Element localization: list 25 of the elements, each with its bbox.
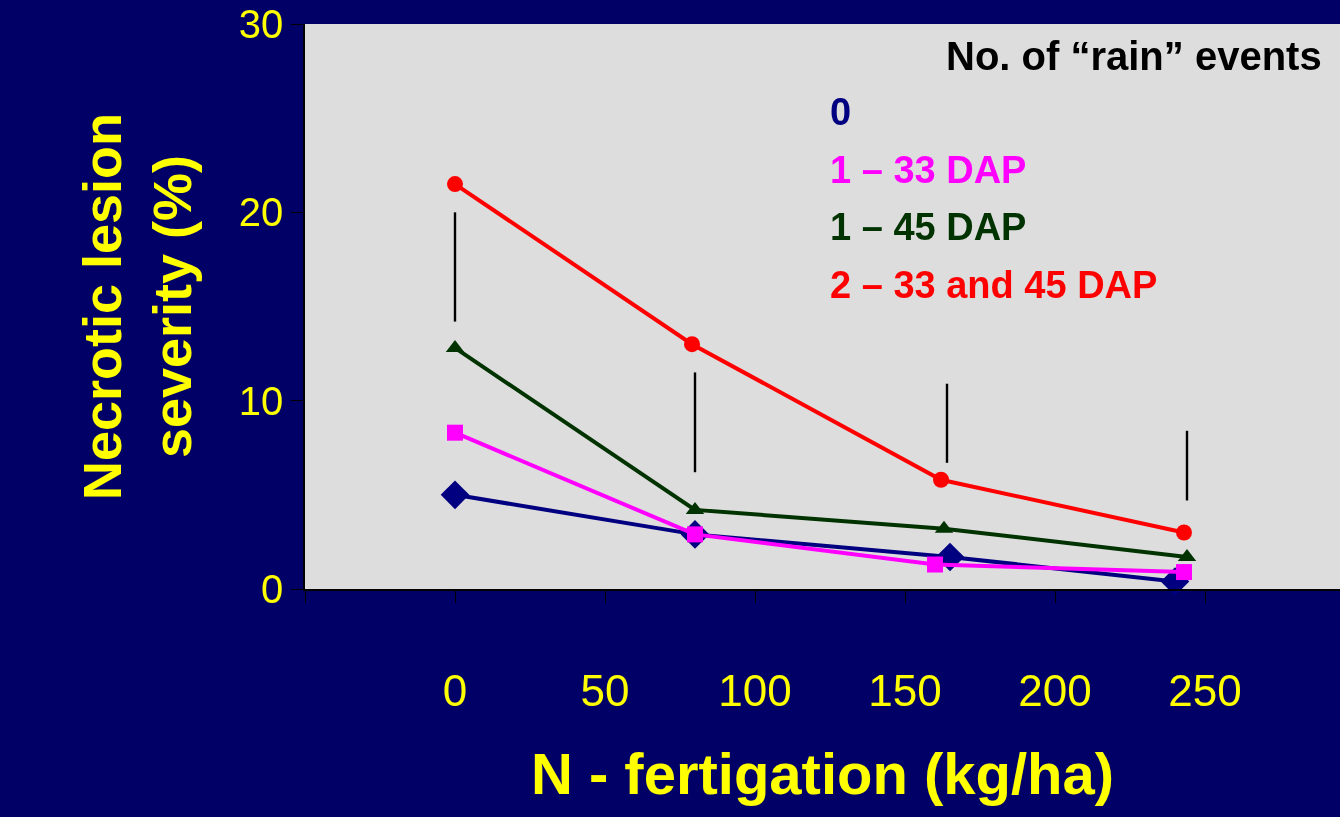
text: 1 – 33 DAP	[830, 149, 1027, 191]
point	[933, 471, 949, 488]
x-tick-label: 250	[1168, 665, 1242, 715]
y-axis-title: Necrotic lesion severity (%)	[71, 112, 202, 501]
x-tick-label: 100	[718, 665, 792, 715]
text: 0	[830, 91, 852, 133]
x-axis-title: N - fertigation (kg/ha)	[530, 741, 1115, 807]
x-tick-label: 50	[580, 665, 630, 715]
x-tick-label: 200	[1018, 665, 1092, 715]
point	[447, 176, 463, 193]
x-tick-label: 150	[868, 665, 942, 715]
point	[927, 556, 943, 573]
point	[447, 424, 463, 441]
x-tick-label: 0	[442, 665, 468, 715]
point	[1176, 564, 1192, 581]
y-tick-label: 0	[261, 567, 284, 611]
y-tick-label: 30	[238, 2, 284, 46]
text: 1 – 45 DAP	[830, 206, 1027, 248]
legend-title: No. of “rain” events	[946, 34, 1322, 78]
text: 2 – 33 and 45 DAP	[830, 264, 1158, 306]
point	[684, 336, 700, 353]
y-tick-label: 10	[238, 378, 284, 423]
y-tick-label: 20	[238, 190, 284, 235]
point	[440, 480, 470, 510]
point	[1176, 524, 1192, 541]
